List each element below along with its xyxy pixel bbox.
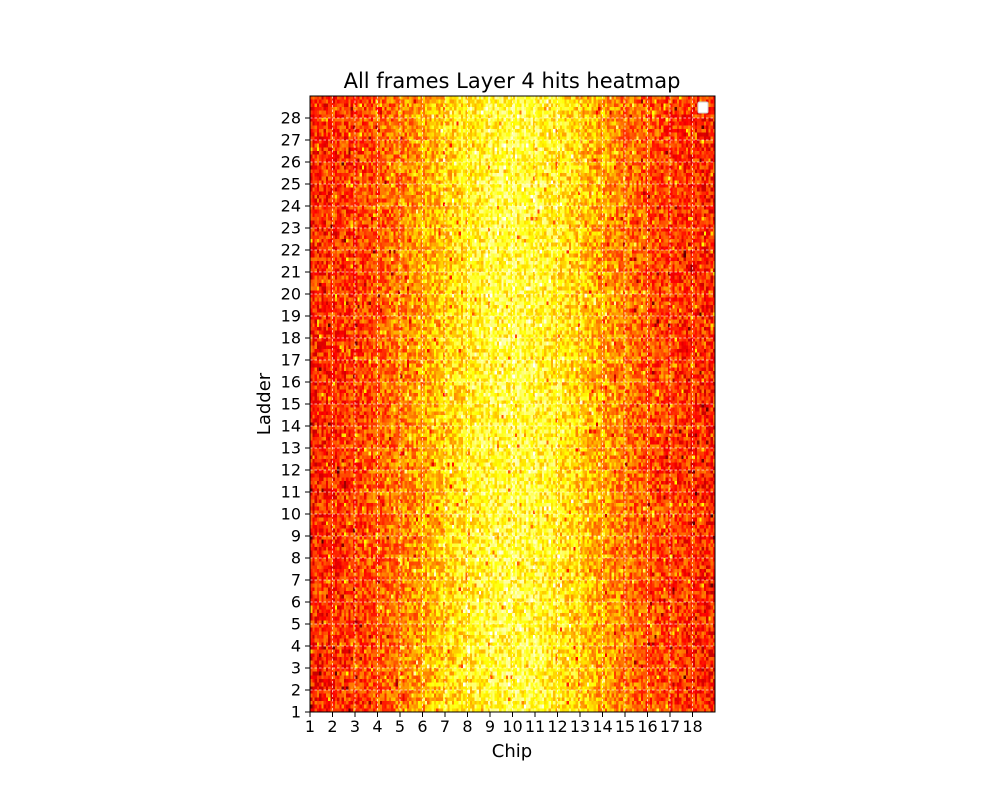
y-tick-label: 4: [291, 637, 301, 656]
x-tick-label: 6: [417, 717, 427, 736]
x-tick-label: 1: [305, 717, 315, 736]
x-axis-ticks: 1 2 3 4 5 6 7 8 9 10 11 12 13 14 15 16 17 18: [305, 712, 703, 736]
x-tick-label: 7: [440, 717, 450, 736]
y-tick-label: 9: [291, 527, 301, 546]
y-tick-label: 16: [281, 373, 301, 392]
y-tick-label: 17: [281, 351, 301, 370]
x-tick-label: 11: [525, 717, 545, 736]
y-tick-label: 11: [281, 483, 301, 502]
x-tick-label: 9: [485, 717, 495, 736]
y-axis-ticks: 1234567891011121314151617181920212223242…: [281, 109, 310, 722]
x-axis-label: Chip: [492, 741, 532, 762]
x-tick-label: 12: [547, 717, 567, 736]
y-tick-label: 22: [281, 241, 301, 260]
y-tick-label: 13: [281, 439, 301, 458]
x-tick-label: 15: [615, 717, 635, 736]
y-tick-label: 6: [291, 593, 301, 612]
y-tick-label: 2: [291, 681, 301, 700]
y-tick-label: 5: [291, 615, 301, 634]
y-tick-label: 12: [281, 461, 301, 480]
legend-box: [697, 101, 709, 114]
y-tick-label: 28: [281, 109, 301, 128]
y-tick-label: 1: [291, 703, 301, 722]
y-tick-label: 10: [281, 505, 301, 524]
chart-title: All frames Layer 4 hits heatmap: [344, 69, 681, 93]
y-tick-label: 25: [281, 175, 301, 194]
y-tick-label: 27: [281, 131, 301, 150]
x-tick-label: 3: [350, 717, 360, 736]
x-tick-label: 18: [682, 717, 702, 736]
y-tick-label: 19: [281, 307, 301, 326]
y-tick-label: 26: [281, 153, 301, 172]
y-tick-label: 20: [281, 285, 301, 304]
x-tick-label: 16: [637, 717, 657, 736]
y-tick-label: 23: [281, 219, 301, 238]
y-tick-label: 8: [291, 549, 301, 568]
y-tick-label: 18: [281, 329, 301, 348]
x-tick-label: 4: [372, 717, 382, 736]
x-tick-label: 2: [327, 717, 337, 736]
y-tick-label: 15: [281, 395, 301, 414]
x-tick-label: 10: [502, 717, 522, 736]
y-tick-label: 3: [291, 659, 301, 678]
x-tick-label: 5: [395, 717, 405, 736]
grid-lines: [309, 95, 716, 713]
x-tick-label: 13: [570, 717, 590, 736]
x-tick-label: 8: [462, 717, 472, 736]
x-tick-label: 14: [592, 717, 612, 736]
y-tick-label: 14: [281, 417, 301, 436]
y-tick-label: 21: [281, 263, 301, 282]
y-axis-label: Ladder: [254, 372, 275, 435]
y-tick-label: 24: [281, 197, 301, 216]
y-tick-label: 7: [291, 571, 301, 590]
x-tick-label: 17: [660, 717, 680, 736]
